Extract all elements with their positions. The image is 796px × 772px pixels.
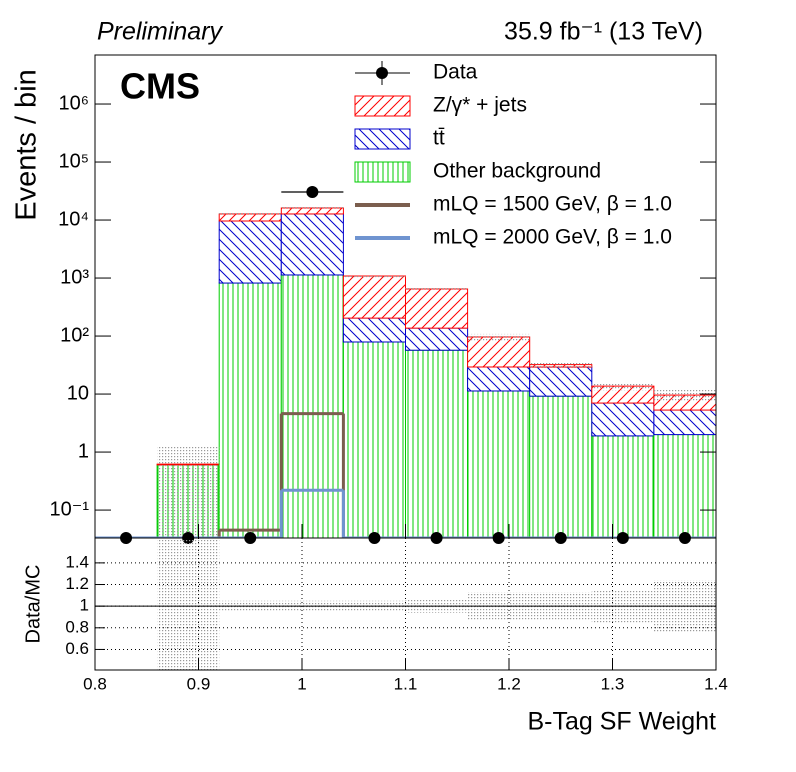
x-tick-label: 1.3 (601, 674, 625, 693)
stack-segment (342, 275, 406, 319)
stack-segment (218, 282, 282, 538)
stack-segment (467, 366, 531, 392)
ratio-tick-label: 0.8 (65, 617, 89, 636)
uncertainty-band (467, 333, 530, 341)
x-tick-label: 1.4 (704, 674, 728, 693)
x-tick-label: 1 (297, 674, 306, 693)
y-axis-title: Events / bin (11, 69, 43, 221)
uncertainty-band (157, 446, 220, 538)
stack-segment (529, 366, 593, 397)
stack-segment (405, 327, 469, 351)
uncertainty-band (219, 212, 282, 216)
stack-segment (529, 395, 593, 538)
x-tick-label: 0.9 (187, 674, 211, 693)
ratio-tick-label: 1.4 (65, 552, 89, 571)
y-tick-label: 1 (78, 440, 89, 462)
stack-segment (467, 390, 531, 538)
ratio-uncertainty (157, 538, 220, 670)
stack-segment (218, 220, 282, 284)
ratio-tick-label: 1.2 (65, 574, 89, 593)
ratio-frame (94, 537, 717, 671)
cms-label: CMS (120, 66, 200, 107)
x-tick-label: 1.2 (497, 674, 521, 693)
data-point (306, 186, 319, 199)
header-left: Preliminary (97, 18, 224, 46)
legend-label: mLQ = 1500 GeV, β = 1.0 (433, 193, 672, 216)
main-plot (95, 206, 716, 538)
legend-swatch (354, 161, 411, 183)
legend-label: Data (433, 61, 478, 84)
x-tick-label: 0.8 (83, 674, 107, 693)
stack-segment (653, 434, 716, 538)
uncertainty-band (405, 287, 468, 291)
legend-label: mLQ = 2000 GeV, β = 1.0 (433, 226, 672, 249)
ratio-tick-label: 1 (80, 596, 89, 615)
uncertainty-band (529, 361, 592, 369)
ratio-axis-title: Data/MC (22, 565, 44, 644)
header-right: 35.9 fb⁻¹ (13 TeV) (504, 18, 703, 46)
stack-segment (653, 409, 716, 436)
y-tick-label: 10² (60, 324, 89, 346)
stack-segment (342, 317, 406, 343)
uncertainty-band (343, 274, 406, 278)
y-tick-label: 10⁻¹ (50, 498, 90, 520)
uncertainty-band (591, 382, 654, 391)
legend-label: tt̄ (433, 127, 445, 150)
legend-marker (376, 67, 388, 79)
stack-segment (405, 288, 469, 329)
y-tick-label: 10⁴ (58, 208, 89, 230)
x-axis-title: B-Tag SF Weight (527, 708, 716, 736)
y-tick-label: 10 (67, 382, 89, 404)
uncertainty-band (653, 389, 716, 402)
stack-segment (591, 402, 655, 437)
stack-segment (467, 336, 531, 368)
stack-segment (280, 274, 344, 538)
legend-swatch (354, 95, 411, 117)
ratio-tick-label: 0.6 (65, 639, 89, 658)
y-tick-label: 10⁵ (58, 150, 89, 172)
uncertainty-band (281, 206, 344, 210)
y-tick-label: 10⁶ (59, 92, 89, 114)
y-tick-label: 10³ (60, 266, 89, 288)
legend-label: Z/γ* + jets (433, 94, 527, 117)
x-tick-label: 1.1 (394, 674, 418, 693)
stack-segment (342, 341, 406, 538)
stack-segment (280, 213, 344, 276)
stack-segment (405, 349, 469, 538)
legend-label: Other background (433, 160, 601, 183)
legend-swatch (354, 128, 411, 150)
stack-segment (591, 435, 655, 538)
